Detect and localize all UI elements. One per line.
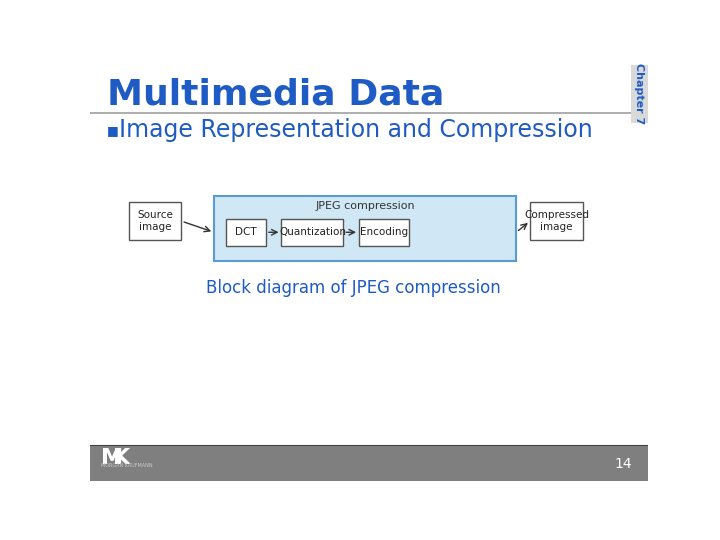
- Text: Block diagram of JPEG compression: Block diagram of JPEG compression: [206, 279, 501, 297]
- Bar: [90, 446, 648, 481]
- FancyBboxPatch shape: [225, 219, 266, 246]
- FancyBboxPatch shape: [214, 195, 516, 261]
- Text: Compressed
image: Compressed image: [524, 210, 589, 232]
- Text: 14: 14: [615, 457, 632, 471]
- FancyBboxPatch shape: [359, 219, 409, 246]
- Text: Quantization: Quantization: [279, 227, 346, 237]
- FancyBboxPatch shape: [129, 202, 181, 240]
- Text: DCT: DCT: [235, 227, 256, 237]
- FancyBboxPatch shape: [282, 219, 343, 246]
- Text: Chapter 7: Chapter 7: [634, 63, 644, 124]
- Text: Source
image: Source image: [138, 210, 173, 232]
- Text: JPEG compression: JPEG compression: [315, 201, 415, 211]
- Text: K: K: [113, 448, 130, 468]
- Text: Multimedia Data: Multimedia Data: [107, 77, 444, 111]
- Text: Encoding: Encoding: [360, 227, 408, 237]
- Text: M: M: [101, 448, 123, 468]
- Text: ■: ■: [107, 124, 119, 137]
- Text: Image Representation and Compression: Image Representation and Compression: [120, 118, 593, 142]
- Bar: [631, 65, 648, 123]
- FancyBboxPatch shape: [530, 202, 583, 240]
- Text: MORGAN KAUFMANN: MORGAN KAUFMANN: [101, 463, 153, 469]
